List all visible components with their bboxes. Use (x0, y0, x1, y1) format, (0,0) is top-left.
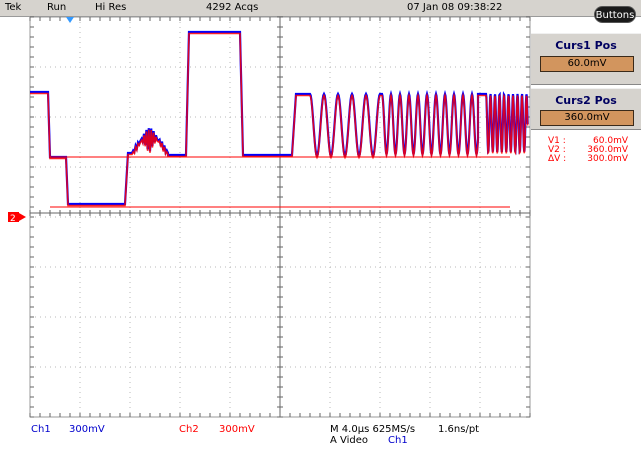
graticule (29, 16, 531, 418)
sample-resolution: 1.6ns/pt (438, 424, 480, 435)
cursor2-title: Curs2 Pos (555, 94, 617, 107)
acquisition-count: 4292 Acqs (206, 2, 259, 13)
v1-label: V1 : (548, 136, 566, 146)
cursor1-position-panel[interactable]: Curs1 Pos 60.0mV (531, 33, 641, 85)
cursor2-position-panel[interactable]: Curs2 Pos 360.0mV (531, 88, 641, 130)
v2-label: V2 : (548, 145, 566, 155)
cursor1-title: Curs1 Pos (555, 39, 617, 52)
v1-value: 60.0mV (593, 136, 628, 146)
ch1-label: Ch1 (31, 424, 51, 435)
trigger-mode: A Video (330, 435, 369, 446)
cursor1-value-field[interactable]: 60.0mV (540, 56, 634, 72)
channel2-ground-marker[interactable]: 2 (8, 212, 26, 224)
ch2-scale: 300mV (219, 424, 255, 435)
ch2-waveform (30, 32, 529, 207)
delta-v-label: ΔV : (548, 154, 567, 164)
brand-label: Tek (5, 2, 22, 13)
trigger-source: Ch1 (388, 435, 408, 446)
timebase: M 4.0µs 625MS/s (330, 424, 416, 435)
delta-v-value: 300.0mV (587, 154, 628, 164)
run-state: Run (47, 2, 67, 13)
acquisition-mode: Hi Res (95, 2, 127, 13)
buttons-button[interactable]: Buttons (594, 6, 636, 23)
ch2-label: Ch2 (179, 424, 199, 435)
waveform-display: 2 (8, 16, 531, 418)
v2-value: 360.0mV (587, 145, 628, 155)
trigger-position-marker[interactable] (66, 17, 74, 23)
ch1-scale: 300mV (69, 424, 105, 435)
markers: 2 (8, 17, 510, 224)
channel2-marker-label: 2 (10, 214, 16, 224)
date-time: 07 Jan 08 09:38:22 (407, 2, 503, 13)
waveform-traces (30, 30, 529, 207)
cursor2-value-field[interactable]: 360.0mV (540, 110, 634, 126)
cursor-readout: V1 : 60.0mV V2 : 360.0mV ΔV : 300.0mV (548, 137, 628, 164)
